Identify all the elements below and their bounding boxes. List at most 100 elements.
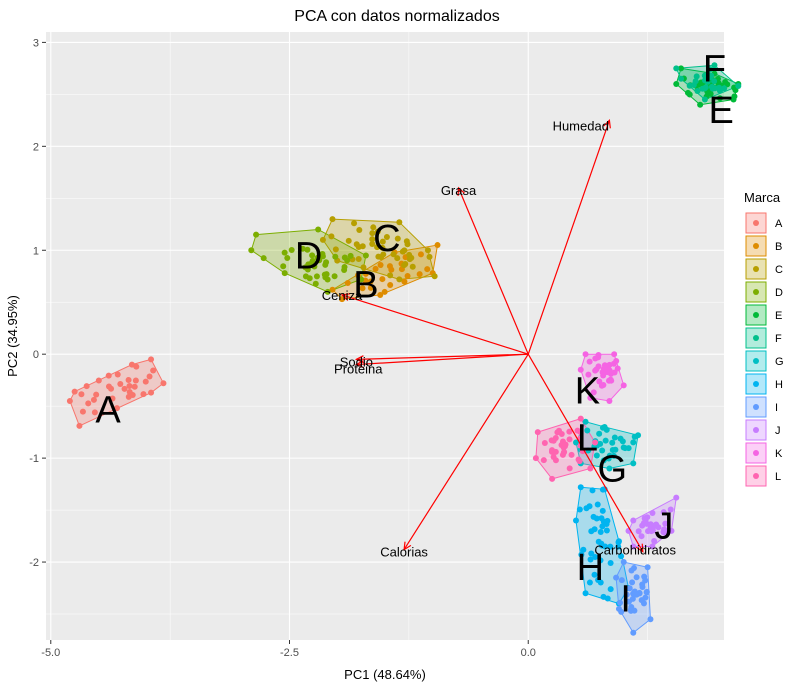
legend-label-K: K [775, 448, 783, 460]
point-J [630, 543, 637, 550]
point-H [577, 484, 584, 491]
point-C [345, 237, 352, 244]
point-I [626, 585, 633, 592]
point-G [593, 452, 600, 459]
point-L [534, 429, 541, 436]
point-B [359, 285, 366, 292]
point-G [606, 465, 613, 472]
group-labels: A BC D EF G HIJ KL [95, 48, 733, 620]
point-G [605, 455, 612, 462]
group-label-C: C [373, 218, 400, 260]
point-A [160, 380, 167, 387]
point-C [329, 216, 336, 223]
point-H [580, 546, 587, 553]
legend-point-I [753, 404, 759, 410]
point-A [148, 389, 155, 396]
point-C [369, 230, 376, 237]
point-F [711, 62, 718, 69]
point-H [600, 593, 607, 600]
point-K [614, 365, 621, 372]
legend-point-K [753, 450, 759, 456]
point-F [673, 65, 680, 72]
point-J [649, 543, 656, 550]
point-L [568, 451, 575, 458]
point-F [711, 78, 718, 85]
point-E [684, 89, 691, 96]
point-K [592, 367, 599, 374]
point-G [584, 427, 591, 434]
point-K [620, 382, 627, 389]
point-A [126, 383, 133, 390]
point-E [731, 93, 738, 100]
loading-label-carbohidratos: Carbohidratos [594, 543, 676, 558]
point-C [424, 247, 431, 254]
point-A [91, 409, 98, 416]
point-D [253, 231, 260, 238]
point-D [324, 276, 331, 283]
point-J [651, 538, 658, 545]
point-J [638, 533, 645, 540]
point-H [594, 501, 601, 508]
point-H [599, 523, 606, 530]
point-C [401, 262, 408, 269]
point-D [315, 226, 322, 233]
point-H [578, 551, 585, 558]
point-A [85, 400, 92, 407]
point-A [71, 388, 78, 395]
legend-point-C [753, 266, 759, 272]
point-H [583, 505, 590, 512]
point-B [387, 282, 394, 289]
point-C [431, 273, 438, 280]
point-H [588, 550, 595, 557]
point-I [618, 608, 625, 615]
point-K [611, 369, 618, 376]
point-E [697, 101, 704, 108]
point-G [609, 439, 616, 446]
plot-panel [46, 32, 724, 640]
point-D [281, 249, 288, 256]
point-K [601, 362, 608, 369]
loading-label-grasa: Grasa [441, 183, 477, 198]
point-A [148, 356, 155, 363]
group-label-F: F [703, 48, 726, 90]
x-tick-label: -5.0 [41, 647, 60, 659]
point-C [360, 264, 367, 271]
point-A [131, 383, 138, 390]
point-H [603, 527, 610, 534]
group-label-B: B [353, 265, 378, 307]
point-K [582, 351, 589, 358]
point-C [379, 244, 386, 251]
y-tick-label: 3 [33, 37, 39, 49]
point-H [589, 487, 596, 494]
point-H [592, 553, 599, 560]
point-B [344, 279, 351, 286]
point-H [590, 513, 597, 520]
loading-arrowhead-calorias [403, 541, 412, 551]
point-J [649, 527, 656, 534]
point-D [319, 250, 326, 257]
point-I [628, 567, 635, 574]
point-C [383, 233, 390, 240]
point-I [640, 600, 647, 607]
point-J [662, 520, 669, 527]
loading-arrow-sodio [356, 353, 529, 360]
loading-arrowhead-humedad [603, 119, 611, 129]
point-L [549, 475, 556, 482]
point-F [693, 73, 700, 80]
point-B [416, 271, 423, 278]
legend-label-J: J [775, 425, 781, 437]
point-C [369, 236, 376, 243]
point-C [319, 236, 326, 243]
point-F [701, 85, 708, 92]
point-D [306, 275, 313, 282]
hull-G [575, 421, 639, 470]
point-C [356, 227, 363, 234]
legend-point-E [753, 312, 759, 318]
point-C [351, 220, 358, 227]
point-A [113, 405, 120, 412]
point-A [78, 391, 85, 398]
group-label-E: E [708, 90, 733, 132]
point-K [600, 372, 607, 379]
point-A [142, 378, 149, 385]
point-A [90, 396, 97, 403]
